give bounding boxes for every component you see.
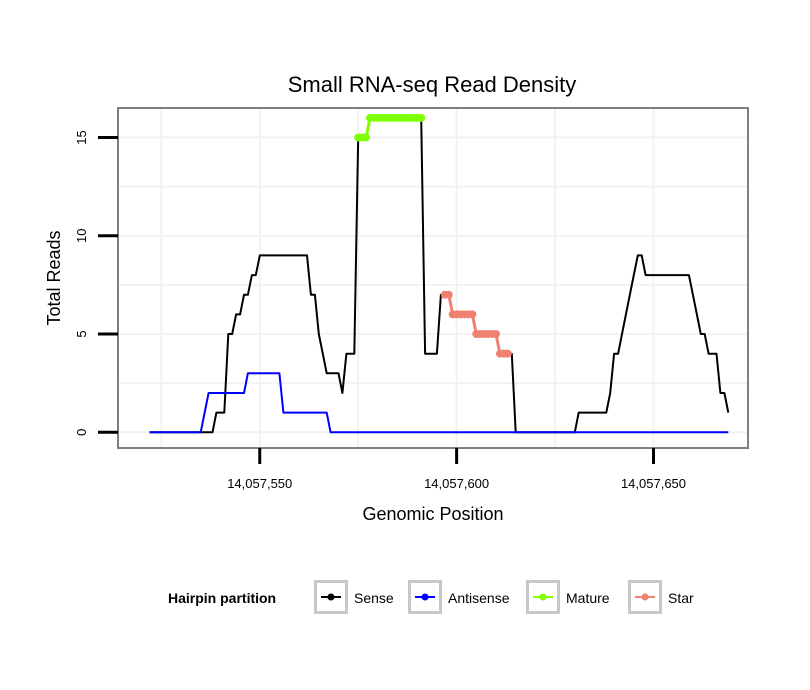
legend: Hairpin partition Sense Antisense Mature St… xyxy=(168,580,694,614)
plot-panel-border xyxy=(117,107,749,449)
series-line-antisense xyxy=(149,372,729,434)
x-tick-label: 14,057,650 xyxy=(621,476,686,491)
plot-background xyxy=(118,108,748,448)
y-tick-label: 10 xyxy=(74,229,89,243)
legend-label-antisense: Antisense xyxy=(448,590,510,606)
legend-key-point xyxy=(641,593,649,601)
legend-key-point xyxy=(327,593,335,601)
legend-label-star: Star xyxy=(668,590,694,606)
y-axis: 0 5 10 15 xyxy=(74,130,118,436)
legend-label-sense: Sense xyxy=(354,590,394,606)
series-mature xyxy=(354,113,426,142)
series-layer xyxy=(149,113,730,434)
series-antisense xyxy=(149,372,729,434)
x-axis-label: Genomic Position xyxy=(362,504,503,524)
y-axis-label: Total Reads xyxy=(44,230,64,325)
legend-title: Hairpin partition xyxy=(168,590,276,606)
legend-key-point xyxy=(421,593,429,601)
legend-key-star xyxy=(628,580,662,614)
data-point-star xyxy=(468,310,477,319)
legend-key-point xyxy=(539,593,547,601)
x-axis: 14,057,550 14,057,600 14,057,650 xyxy=(227,448,686,491)
series-star xyxy=(440,290,512,358)
data-point-mature xyxy=(417,113,426,122)
x-tick-label: 14,057,600 xyxy=(424,476,489,491)
legend-label-mature: Mature xyxy=(566,590,610,606)
data-point-mature xyxy=(362,133,371,142)
y-tick-label: 15 xyxy=(74,130,89,144)
y-tick-label: 0 xyxy=(74,429,89,436)
chart-title: Small RNA-seq Read Density xyxy=(288,72,577,97)
series-sense xyxy=(149,116,730,434)
legend-key-mature xyxy=(526,580,560,614)
y-tick-label: 5 xyxy=(74,330,89,337)
x-tick-label: 14,057,550 xyxy=(227,476,292,491)
data-point-star xyxy=(503,349,512,358)
series-line-sense xyxy=(149,116,730,434)
data-point-star xyxy=(444,290,453,299)
data-point-star xyxy=(492,330,500,339)
